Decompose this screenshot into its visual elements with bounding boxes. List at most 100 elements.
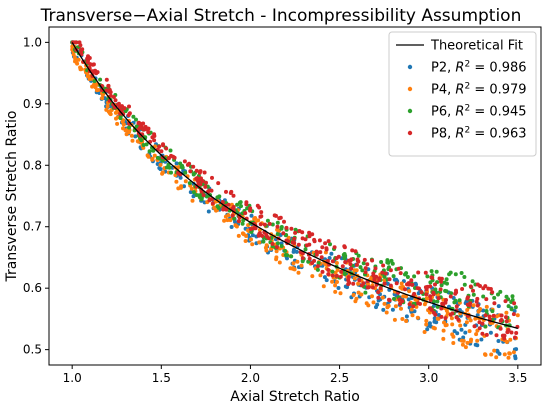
data-point-p4	[465, 308, 470, 312]
data-point-p6	[270, 222, 275, 227]
data-point-p4	[158, 162, 163, 167]
data-point-p8	[499, 318, 504, 322]
data-point-p4	[318, 273, 323, 278]
data-point-p8	[480, 321, 485, 326]
data-point-p8	[342, 244, 347, 249]
data-point-p8	[307, 230, 312, 235]
legend-box	[388, 31, 537, 157]
data-point-p8	[486, 286, 491, 291]
data-point-p6	[191, 172, 196, 177]
data-point-p4	[441, 328, 446, 333]
data-point-p2	[513, 356, 518, 361]
data-point-p8	[363, 270, 368, 275]
data-point-p2	[455, 331, 460, 336]
data-point-p8	[267, 221, 272, 226]
data-point-p8	[475, 282, 480, 287]
x-tick-label: 1.5	[152, 371, 171, 385]
data-point-p8	[222, 205, 226, 210]
data-point-p6	[197, 193, 202, 198]
y-tick-label: 0.5	[23, 343, 42, 357]
data-point-p4	[475, 338, 480, 343]
data-point-p6	[439, 283, 444, 288]
data-point-p6	[235, 202, 240, 207]
data-point-p4	[176, 186, 181, 191]
data-point-p2	[229, 225, 234, 229]
data-point-p4	[370, 294, 374, 299]
data-point-p8	[296, 242, 301, 247]
data-point-p4	[385, 305, 390, 310]
data-point-p4	[352, 268, 357, 273]
data-point-p4	[410, 313, 415, 318]
data-point-p8	[307, 242, 312, 247]
data-point-p6	[261, 239, 266, 244]
data-point-p2	[182, 184, 186, 189]
data-point-p8	[286, 239, 291, 244]
data-point-p8	[141, 127, 146, 132]
data-point-p8	[207, 188, 212, 193]
data-point-p4	[222, 218, 227, 223]
data-point-p4	[75, 61, 80, 66]
data-point-p8	[330, 273, 335, 278]
data-point-p4	[277, 260, 282, 265]
data-point-p8	[487, 314, 492, 319]
data-point-p4	[436, 316, 441, 321]
data-point-p8	[494, 333, 499, 338]
data-point-p4	[352, 276, 357, 281]
data-point-p4	[264, 248, 269, 253]
data-point-p8	[310, 261, 315, 265]
data-point-p8	[230, 213, 235, 218]
data-point-p4	[449, 316, 454, 321]
data-point-p8	[346, 282, 351, 287]
data-point-p4	[407, 289, 412, 294]
data-point-p6	[300, 259, 305, 264]
data-point-p8	[490, 290, 495, 295]
data-point-p2	[206, 209, 211, 214]
data-point-p8	[326, 267, 331, 272]
data-point-p4	[492, 348, 497, 353]
data-point-p4	[382, 301, 387, 306]
data-point-p4	[404, 319, 409, 323]
data-point-p8	[104, 77, 109, 82]
data-point-p6	[405, 275, 410, 279]
data-point-p6	[215, 195, 220, 200]
data-point-p8	[159, 149, 164, 154]
data-point-p2	[394, 277, 399, 282]
data-point-p2	[406, 297, 411, 302]
data-point-p2	[413, 281, 418, 286]
data-point-p6	[315, 267, 320, 272]
data-point-p8	[87, 56, 92, 60]
data-point-p6	[412, 274, 417, 279]
data-point-p8	[293, 230, 298, 235]
data-point-p6	[453, 272, 458, 277]
data-point-p6	[431, 299, 436, 304]
data-point-p6	[151, 148, 156, 153]
data-point-p8	[438, 287, 443, 292]
data-point-p4	[351, 293, 356, 297]
data-point-p8	[443, 300, 448, 305]
data-point-p8	[412, 291, 417, 296]
data-point-p8	[182, 159, 187, 164]
data-point-p6	[391, 274, 396, 279]
data-point-p6	[459, 271, 464, 275]
data-point-p8	[210, 175, 214, 180]
data-point-p8	[122, 106, 127, 111]
data-point-p6	[379, 260, 384, 264]
data-point-p4	[468, 318, 473, 323]
data-point-p8	[397, 297, 402, 302]
data-point-p8	[194, 168, 199, 173]
data-point-p8	[439, 306, 444, 311]
legend-p4-label: P4, R2 = 0.979	[431, 82, 527, 98]
legend-p2-marker	[407, 64, 413, 70]
data-point-p8	[330, 259, 335, 264]
data-point-p8	[500, 333, 505, 338]
data-point-p2	[329, 251, 334, 256]
data-point-p4	[450, 322, 455, 327]
data-point-p8	[349, 266, 354, 271]
data-point-p8	[498, 326, 503, 331]
data-point-p8	[203, 184, 208, 189]
data-point-p4	[250, 242, 255, 247]
data-point-p6	[504, 294, 509, 299]
data-point-p8	[307, 256, 312, 261]
data-point-p6	[434, 269, 439, 274]
data-point-p2	[191, 194, 196, 199]
